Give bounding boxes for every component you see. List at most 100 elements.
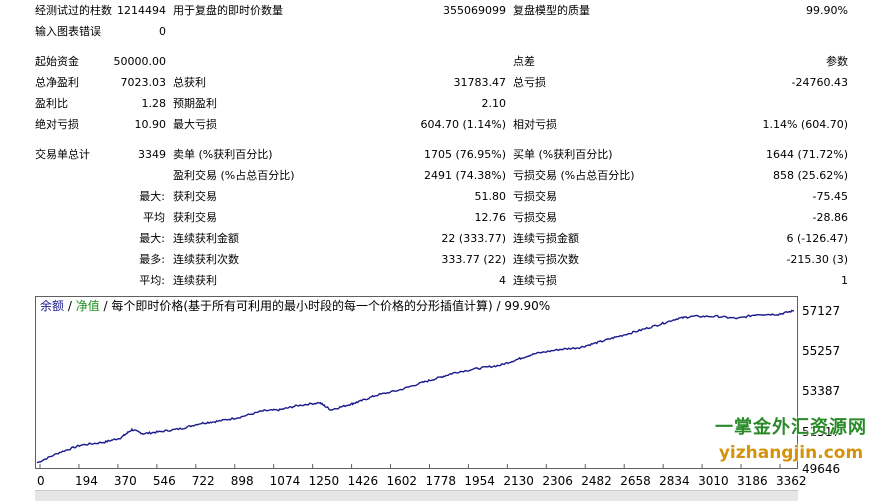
x-tick-label: 1602: [386, 474, 418, 488]
x-tick-label: 722: [191, 474, 215, 488]
horizontal-scrollbar[interactable]: [35, 490, 798, 501]
stat-label: 复盘模型的质量: [513, 4, 590, 17]
x-tick-label: 2834: [659, 474, 690, 488]
stat-label: 最大:: [139, 190, 165, 203]
stat-value: 22 (333.77): [441, 232, 506, 245]
report-table: 经测试过的柱数 1214494 用于复盘的即时价数量 355069099 复盘模型的质量…: [35, 4, 848, 287]
balance-chart: [36, 309, 795, 468]
stat-value: 0: [159, 25, 166, 38]
balance-series-line: [36, 309, 795, 464]
stat-value: 99.90%: [806, 4, 848, 17]
y-tick-label: 57127: [802, 304, 841, 318]
watermark: 一掌金外汇资源网 yizhangjin.com: [706, 413, 876, 463]
stat-value: 参数: [826, 55, 848, 68]
x-tick-label: 1954: [464, 474, 495, 488]
y-tick-label: 55257: [802, 344, 841, 358]
stat-value: -28.86: [812, 211, 848, 224]
legend-description: / 每个即时价格(基于所有可利用的最小时段的每一个价格的分形插值计算) / 99…: [99, 299, 551, 313]
stat-label: 总亏损: [513, 76, 546, 89]
stat-label: 平均:: [139, 274, 165, 287]
stat-value: 51.80: [474, 190, 507, 203]
stat-label: 点差: [513, 55, 535, 68]
stat-label: 最多:: [139, 253, 165, 266]
legend-equity: 净值: [75, 299, 100, 313]
stat-label: 最大亏损: [173, 118, 217, 131]
balance-chart-frame: [35, 296, 798, 469]
x-tick-label: 0: [37, 474, 45, 488]
watermark-url: yizhangjin.com: [718, 443, 864, 463]
stat-value: 333.77 (22): [441, 253, 506, 266]
stat-value: 1: [841, 274, 848, 287]
stat-label: 亏损交易: [513, 211, 557, 224]
x-tick-label: 3186: [737, 474, 768, 488]
stat-value: -75.45: [812, 190, 848, 203]
stat-value: 1.28: [141, 97, 167, 110]
x-tick-label: 1250: [308, 474, 340, 488]
stat-value: -24760.43: [791, 76, 848, 89]
stat-value: 12.76: [474, 211, 507, 224]
stat-label: 亏损交易 (%占总百分比): [513, 169, 635, 182]
stat-label: 输入图表错误: [35, 25, 101, 38]
stat-label: 总获利: [173, 76, 206, 89]
stat-label: 亏损交易: [513, 190, 557, 203]
stat-label: 相对亏损: [513, 118, 557, 131]
stat-label: 连续获利次数: [173, 253, 239, 266]
x-tick-label: 2482: [581, 474, 612, 488]
stat-label: 卖单 (%获利百分比): [173, 148, 273, 161]
watermark-cn: 一掌金外汇资源网: [715, 417, 867, 438]
stat-value: 604.70 (1.14%): [420, 118, 506, 131]
stat-value: -215.30 (3): [786, 253, 848, 266]
stat-label: 盈利比: [35, 97, 68, 110]
stat-value: 1.14% (604.70): [762, 118, 848, 131]
x-tick-label: 2130: [503, 474, 534, 488]
stat-label: 起始资金: [35, 55, 79, 68]
stat-label: 连续获利金额: [173, 232, 239, 245]
x-tick-label: 194: [74, 474, 98, 488]
stat-label: 连续亏损: [513, 274, 557, 287]
x-tick-label: 1778: [425, 474, 457, 488]
stat-value: 6 (-126.47): [786, 232, 848, 245]
stat-value: 50000.00: [113, 55, 167, 68]
y-tick-label: 51517: [802, 425, 841, 439]
x-tick-label: 1426: [347, 474, 379, 488]
stat-label: 获利交易: [173, 190, 217, 203]
x-tick-label: 898: [230, 474, 254, 488]
stat-value: 7023.03: [120, 76, 167, 89]
x-tick-label: 546: [152, 474, 176, 488]
y-tick-label: 49646: [802, 462, 841, 476]
chart-legend: 余额 / 净值 / 每个即时价格(基于所有可利用的最小时段的每一个价格的分形插值…: [40, 299, 550, 313]
stat-value: 2491 (74.38%): [423, 169, 506, 182]
stat-label: 连续获利: [173, 274, 217, 287]
stat-value: 4: [499, 274, 506, 287]
stat-label: 交易单总计: [35, 148, 90, 161]
stat-label: 总净盈利: [35, 76, 79, 89]
stat-label: 用于复盘的即时价数量: [173, 4, 283, 17]
stat-label: 经测试过的柱数: [35, 4, 112, 17]
stat-value: 1705 (76.95%): [423, 148, 506, 161]
stat-value: 31783.47: [453, 76, 507, 89]
y-tick-label: 53387: [802, 384, 841, 398]
stat-label: 买单 (%获利百分比): [513, 148, 613, 161]
stat-label: 最大:: [139, 232, 165, 245]
stat-value: 3349: [138, 148, 166, 161]
x-tick-label: 370: [113, 474, 137, 488]
stat-value: 355069099: [443, 4, 506, 17]
stat-label: 连续亏损次数: [513, 253, 579, 266]
x-tick-label: 1074: [269, 474, 301, 488]
stat-value: 1214494: [117, 4, 166, 17]
legend-balance: 余额: [40, 299, 65, 313]
stat-value: 10.90: [134, 118, 167, 131]
x-tick-label: 3010: [698, 474, 729, 488]
stat-value: 858 (25.62%): [772, 169, 848, 182]
stat-label: 平均: [143, 211, 165, 224]
stat-value: 1644 (71.72%): [765, 148, 848, 161]
stat-label: 连续亏损金额: [513, 232, 579, 245]
stat-label: 预期盈利: [173, 97, 217, 110]
stat-label: 获利交易: [173, 211, 217, 224]
stat-label: 绝对亏损: [35, 118, 79, 131]
legend-separator: /: [64, 299, 76, 313]
x-tick-label: 2306: [542, 474, 573, 488]
x-tick-label: 2658: [620, 474, 651, 488]
stat-value: 2.10: [481, 97, 507, 110]
stat-label: 盈利交易 (%占总百分比): [173, 169, 295, 182]
